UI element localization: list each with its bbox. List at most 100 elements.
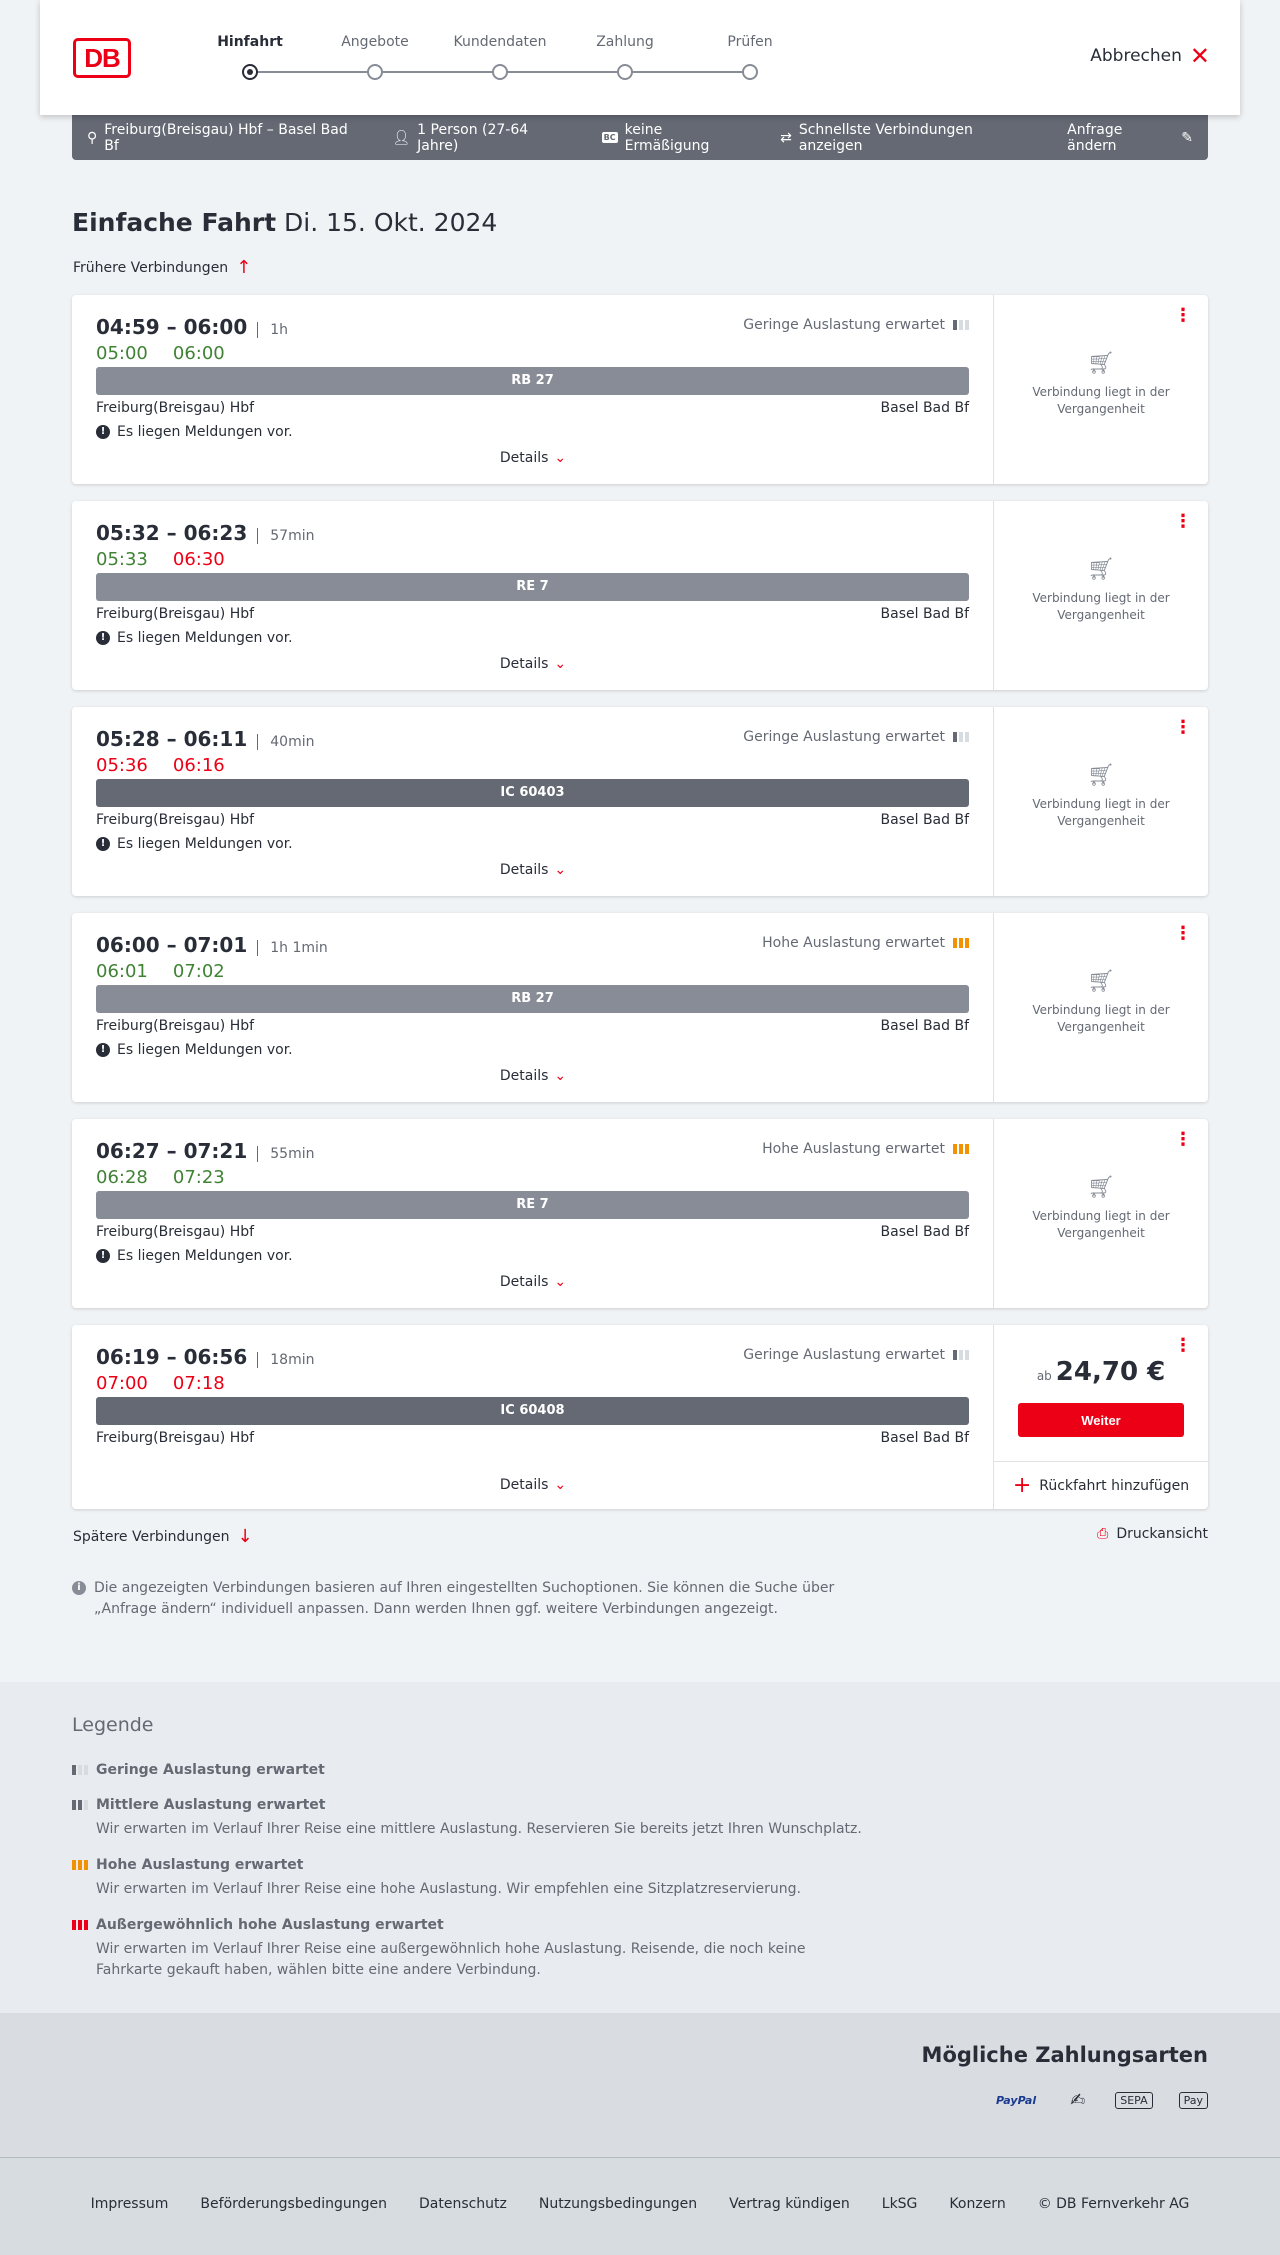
- origin-station: Freiburg(Breisgau) Hbf: [96, 400, 255, 416]
- status-text: Verbindung liegt in der Vergangenheit: [1032, 1209, 1170, 1240]
- more-options-icon[interactable]: ⋮: [1174, 305, 1192, 326]
- later-connections-link[interactable]: Spätere Verbindungen ↓: [73, 1526, 253, 1547]
- more-options-icon[interactable]: ⋮: [1174, 717, 1192, 738]
- realtime-arrival: 07:18: [172, 1373, 225, 1394]
- payment-title: Mögliche Zahlungsarten: [921, 2043, 1208, 2067]
- occupancy-low-icon: [953, 732, 969, 742]
- train-bar[interactable]: RE 7: [96, 1191, 969, 1219]
- occupancy-indicator: Hohe Auslastung erwartet: [762, 935, 969, 951]
- alert-icon: !: [96, 1043, 110, 1057]
- footer-link[interactable]: Konzern: [949, 2196, 1006, 2212]
- change-request-label: Anfrage ändern: [1067, 121, 1123, 154]
- notice-text: Es liegen Meldungen vor.: [117, 630, 293, 646]
- realtime-arrival: 06:16: [172, 755, 225, 776]
- add-return-trip-button[interactable]: + Rückfahrt hinzufügen: [994, 1461, 1208, 1509]
- details-toggle[interactable]: Details ⌄: [72, 656, 994, 672]
- chevron-down-icon: ⌄: [554, 1274, 567, 1290]
- origin-station: Freiburg(Breisgau) Hbf: [96, 1224, 255, 1240]
- details-toggle[interactable]: Details ⌄: [72, 1068, 994, 1084]
- realtime-departure: 05:33: [96, 549, 148, 570]
- origin-station: Freiburg(Breisgau) Hbf: [96, 1018, 255, 1034]
- legend-item: Außergewöhnlich hohe Auslastung erwartet…: [72, 1917, 872, 1981]
- print-label: Druckansicht: [1116, 1526, 1208, 1542]
- db-logo[interactable]: DB: [73, 38, 131, 78]
- more-options-icon[interactable]: ⋮: [1174, 1129, 1192, 1150]
- occupancy-indicator: Hohe Auslastung erwartet: [762, 1141, 969, 1157]
- paypal-icon: PayPal: [995, 2094, 1037, 2107]
- past-connection-status: 🛒︎ Verbindung liegt in der Vergangenheit: [994, 969, 1208, 1036]
- train-bar[interactable]: RE 7: [96, 573, 969, 601]
- continue-button[interactable]: Weiter: [1018, 1403, 1184, 1437]
- details-toggle[interactable]: Details ⌄: [72, 450, 994, 466]
- chevron-down-icon: ⌄: [554, 1068, 567, 1084]
- duration: 18min: [257, 1352, 315, 1368]
- notice: ! Es liegen Meldungen vor.: [96, 1042, 293, 1058]
- earlier-label: Frühere Verbindungen: [73, 259, 229, 276]
- details-label: Details: [499, 1477, 549, 1493]
- cart-unavailable-icon: 🛒︎: [1087, 969, 1115, 994]
- print-view-link[interactable]: ⎙ Druckansicht: [1097, 1526, 1208, 1542]
- legend-description: Wir erwarten im Verlauf Ihrer Reise eine…: [96, 1881, 801, 1897]
- step-connector: [500, 71, 625, 73]
- notice-text: Es liegen Meldungen vor.: [117, 1248, 293, 1264]
- earlier-connections-link[interactable]: Frühere Verbindungen ↑: [73, 257, 251, 278]
- later-label: Spätere Verbindungen: [73, 1528, 230, 1545]
- location-pin-icon: ⚲: [87, 129, 98, 146]
- details-toggle[interactable]: Details ⌄: [72, 1274, 994, 1290]
- realtime-departure: 06:28: [96, 1167, 148, 1188]
- destination-station: Basel Bad Bf: [880, 400, 969, 416]
- realtime-times: 06:28 07:23: [96, 1167, 250, 1188]
- info-note: i Die angezeigten Verbindungen basieren a…: [72, 1578, 852, 1620]
- step-3: Zahlung: [596, 34, 654, 50]
- step-dot-icon: [492, 64, 508, 80]
- footer-link[interactable]: Nutzungsbedingungen: [538, 2196, 698, 2212]
- footer-link[interactable]: Beförderungsbedingungen: [200, 2196, 387, 2212]
- legend-label: Hohe Auslastung erwartet: [96, 1857, 304, 1873]
- planned-times: 06:19 – 06:56 18min: [96, 1345, 315, 1369]
- legend-description: Wir erwarten im Verlauf Ihrer Reise eine…: [96, 1941, 806, 1978]
- realtime-times: 06:01 07:02: [96, 961, 250, 982]
- more-options-icon[interactable]: ⋮: [1174, 923, 1192, 944]
- footer-link[interactable]: Vertrag kündigen: [729, 2196, 850, 2212]
- train-bar[interactable]: RB 27: [96, 985, 969, 1013]
- connection-card: 06:27 – 07:21 55min 06:28 07:23 Hohe Ausla…: [72, 1119, 1208, 1308]
- planned-times: 05:28 – 06:11 40min: [96, 727, 315, 751]
- cancel-button[interactable]: Abbrechen ✕: [1090, 44, 1210, 68]
- connection-card: 06:19 – 06:56 18min 07:00 07:18 Geringe Au…: [72, 1325, 1208, 1509]
- legend-label: Geringe Auslastung erwartet: [96, 1762, 325, 1778]
- train-bar[interactable]: IC 60408: [96, 1397, 969, 1425]
- footer-link[interactable]: Impressum: [90, 2196, 169, 2212]
- plus-icon: +: [1012, 1473, 1032, 1498]
- occupancy-indicator: Geringe Auslastung erwartet: [743, 317, 969, 333]
- details-toggle[interactable]: Details ⌄: [72, 1477, 994, 1493]
- step-1: Angebote: [341, 34, 409, 50]
- arrow-up-icon: ↑: [236, 257, 252, 278]
- past-connection-status: 🛒︎ Verbindung liegt in der Vergangenheit: [994, 353, 1208, 418]
- past-connection-status: 🛒︎ Verbindung liegt in der Vergangenheit: [994, 559, 1208, 624]
- change-request-button[interactable]: Anfrage ändern ✎: [1067, 122, 1193, 154]
- legend-item: Geringe Auslastung erwartet: [72, 1762, 872, 1778]
- occupancy-high-icon: [953, 1144, 969, 1154]
- printer-icon: ⎙: [1097, 1526, 1109, 1542]
- occupancy-low-icon: [72, 1765, 88, 1775]
- step-dot-icon: [242, 64, 258, 80]
- more-options-icon[interactable]: ⋮: [1174, 511, 1192, 532]
- duration: 57min: [257, 528, 315, 544]
- more-options-icon[interactable]: ⋮: [1174, 1335, 1192, 1356]
- bahncard-icon: BC: [601, 132, 618, 143]
- price-prefix: ab: [1036, 1369, 1052, 1383]
- notice: ! Es liegen Meldungen vor.: [96, 1248, 293, 1264]
- step-dot-icon: [742, 64, 758, 80]
- footer-link[interactable]: LkSG: [881, 2196, 918, 2212]
- cart-unavailable-icon: 🛒︎: [1087, 1175, 1115, 1200]
- search-summary-bar: ⚲ Freiburg(Breisgau) Hbf – Basel Bad Bf 👤…: [72, 115, 1208, 160]
- train-bar[interactable]: IC 60403: [96, 779, 969, 807]
- legend-section: Legende Geringe Auslastung erwartet Mittl…: [0, 1682, 1280, 2013]
- train-bar[interactable]: RB 27: [96, 367, 969, 395]
- footer-link[interactable]: Datenschutz: [418, 2196, 507, 2212]
- notice-text: Es liegen Meldungen vor.: [117, 836, 293, 852]
- realtime-arrival: 06:00: [172, 343, 225, 364]
- info-icon: i: [72, 1581, 86, 1595]
- realtime-arrival: 07:23: [172, 1167, 225, 1188]
- details-toggle[interactable]: Details ⌄: [72, 862, 994, 878]
